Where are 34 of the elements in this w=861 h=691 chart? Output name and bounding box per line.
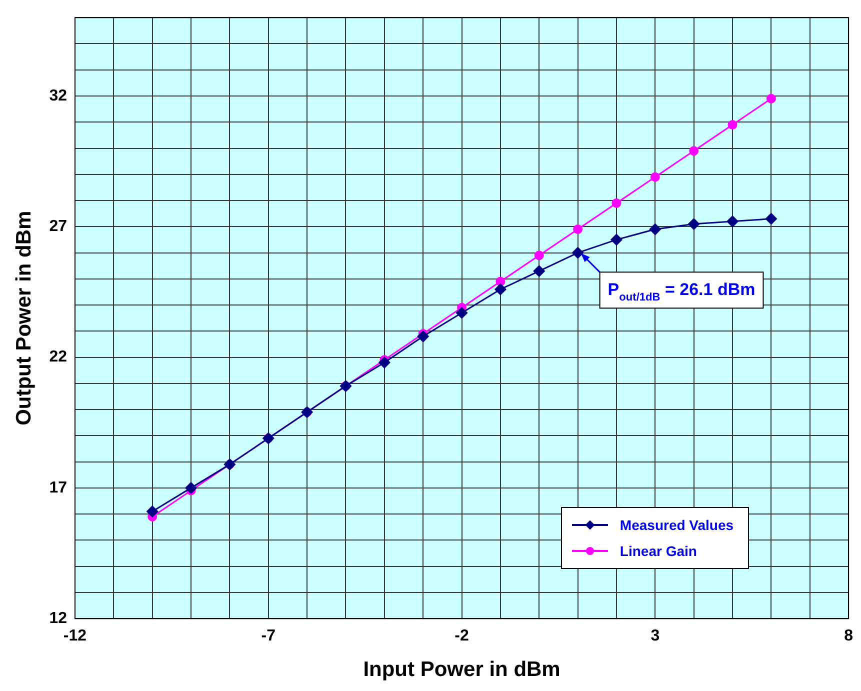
legend-label: Linear Gain	[620, 542, 697, 559]
point	[765, 213, 777, 225]
x-tick-label: -2	[454, 628, 469, 645]
point	[728, 120, 738, 130]
y-tick-label: 12	[49, 610, 68, 628]
x-tick-label: 3	[650, 628, 660, 645]
x-axis-title: Input Power in dBm	[363, 658, 560, 682]
point	[610, 234, 622, 246]
x-tick-label: -7	[261, 628, 276, 645]
y-tick-label: 22	[49, 348, 68, 366]
point	[688, 218, 700, 230]
point	[533, 265, 545, 277]
legend-label: Measured Values	[620, 516, 734, 533]
point	[726, 216, 738, 228]
point	[650, 172, 660, 182]
point	[417, 330, 429, 342]
point	[146, 506, 158, 518]
x-tick-label: 8	[844, 628, 854, 645]
y-tick-label: 32	[49, 87, 68, 104]
point	[766, 94, 776, 104]
point	[689, 146, 699, 156]
point	[494, 284, 506, 296]
point	[572, 247, 584, 259]
point	[612, 198, 622, 208]
point	[534, 250, 544, 260]
y-tick-label: 17	[49, 479, 68, 496]
point	[573, 224, 583, 234]
y-tick-label: 27	[49, 218, 68, 236]
point	[185, 482, 197, 494]
y-axis-title: Output Power in dBm	[12, 210, 36, 426]
point	[456, 307, 468, 319]
x-tick-label: -12	[63, 628, 87, 645]
point	[378, 356, 390, 368]
point	[649, 224, 661, 236]
